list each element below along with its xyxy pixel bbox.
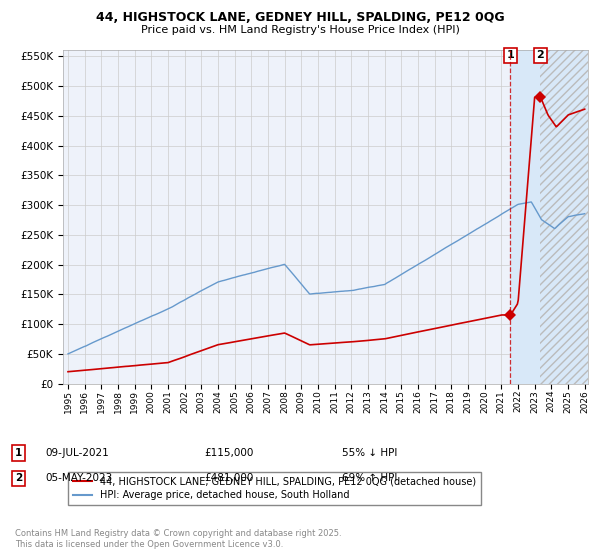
Text: 1: 1	[15, 448, 22, 458]
Text: 09-JUL-2021: 09-JUL-2021	[45, 448, 109, 458]
Text: Contains HM Land Registry data © Crown copyright and database right 2025.
This d: Contains HM Land Registry data © Crown c…	[15, 529, 341, 549]
Legend: 44, HIGHSTOCK LANE, GEDNEY HILL, SPALDING, PE12 0QG (detached house), HPI: Avera: 44, HIGHSTOCK LANE, GEDNEY HILL, SPALDIN…	[68, 472, 481, 505]
Text: 05-MAY-2023: 05-MAY-2023	[45, 473, 112, 483]
Bar	[541, 21, 600, 384]
Text: 2: 2	[15, 473, 22, 483]
Text: 1: 1	[506, 50, 514, 60]
Text: 55% ↓ HPI: 55% ↓ HPI	[342, 448, 397, 458]
Text: 2: 2	[536, 50, 544, 60]
Text: £481,000: £481,000	[204, 473, 253, 483]
Text: 44, HIGHSTOCK LANE, GEDNEY HILL, SPALDING, PE12 0QG: 44, HIGHSTOCK LANE, GEDNEY HILL, SPALDIN…	[95, 11, 505, 24]
Text: 69% ↑ HPI: 69% ↑ HPI	[342, 473, 397, 483]
Text: £115,000: £115,000	[204, 448, 253, 458]
Text: Price paid vs. HM Land Registry's House Price Index (HPI): Price paid vs. HM Land Registry's House …	[140, 25, 460, 35]
Bar	[510, 50, 541, 384]
